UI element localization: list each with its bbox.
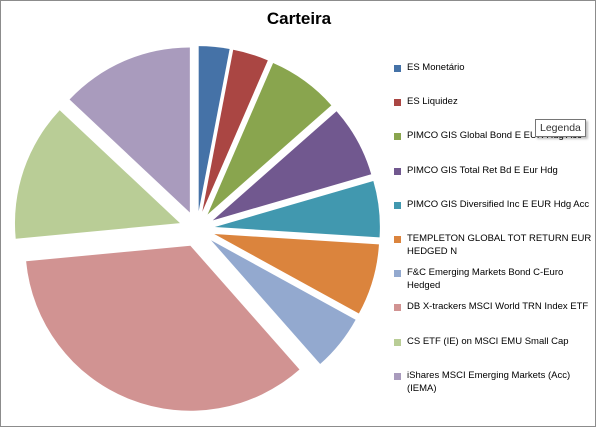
pie-slice-10[interactable] <box>69 47 190 213</box>
pie-slice-9[interactable] <box>14 110 180 239</box>
legend-label: PIMCO GIS Global Bond E EUR Hdg Acc <box>407 130 582 142</box>
legend-label: PIMCO GIS Total Ret Bd E Eur Hdg <box>407 164 558 176</box>
legend-item-6[interactable]: TEMPLETON GLOBAL TOT RETURN EUR HEDGED N <box>394 232 592 258</box>
legend-label: TEMPLETON GLOBAL TOT RETURN EUR HEDGED N <box>407 233 592 257</box>
pie-slice-5[interactable] <box>214 180 380 238</box>
legend-item-5[interactable]: PIMCO GIS Diversified Inc E EUR Hdg Acc <box>394 198 592 211</box>
legend-swatch <box>394 167 401 175</box>
legend-label: CS ETF (IE) on MSCI EMU Small Cap <box>407 335 569 347</box>
legend-swatch <box>394 304 401 312</box>
legend-tooltip: Legenda <box>535 119 586 137</box>
legend-item-8[interactable]: DB X-trackers MSCI World TRN Index ETF <box>394 300 592 313</box>
legend-swatch <box>394 236 401 243</box>
legend-label: F&C Emerging Markets Bond C-Euro Hedged <box>407 267 564 292</box>
pie-slice-4[interactable] <box>212 111 372 221</box>
legend-swatch <box>394 133 401 141</box>
legend-item-9[interactable]: CS ETF (IE) on MSCI EMU Small Cap <box>394 335 592 348</box>
pie-slice-7[interactable] <box>211 240 356 365</box>
legend-swatch <box>394 201 401 209</box>
legend-label: DB X-trackers MSCI World TRN Index ETF <box>407 301 589 313</box>
legend-item-3[interactable]: PIMCO GIS Global Bond E EUR Hdg Acc <box>394 129 592 142</box>
legend-label: ES Monetário <box>407 62 465 73</box>
legend-item-7[interactable]: F&C Emerging Markets Bond C-Euro Hedged <box>394 266 592 292</box>
legend-label: iShares MSCI Emerging Markets (Acc) (IEM… <box>407 369 571 394</box>
legend-label: ES Liquidez <box>407 96 458 108</box>
legend-item-4[interactable]: PIMCO GIS Total Ret Bd E Eur Hdg <box>394 164 592 177</box>
chart-title: Carteira <box>266 9 332 28</box>
legend-swatch <box>394 372 401 380</box>
legend-label: PIMCO GIS Diversified Inc E EUR Hdg Acc <box>407 198 590 210</box>
legend-item-10[interactable]: iShares MSCI Emerging Markets (Acc) (IEM… <box>394 369 592 395</box>
pie-slice-8[interactable] <box>26 245 300 411</box>
legend-swatch <box>394 65 401 72</box>
legend-swatch <box>394 338 401 346</box>
legend-item-1[interactable]: ES Monetário <box>394 61 592 74</box>
pie-slice-6[interactable] <box>214 234 379 314</box>
legend-swatch <box>394 99 401 107</box>
pie-slice-1[interactable] <box>198 46 230 212</box>
legend-swatch <box>394 270 401 278</box>
pie-slice-2[interactable] <box>202 49 268 212</box>
legend-item-2[interactable]: ES Liquidez <box>394 95 592 108</box>
pie-slice-3[interactable] <box>207 63 332 215</box>
